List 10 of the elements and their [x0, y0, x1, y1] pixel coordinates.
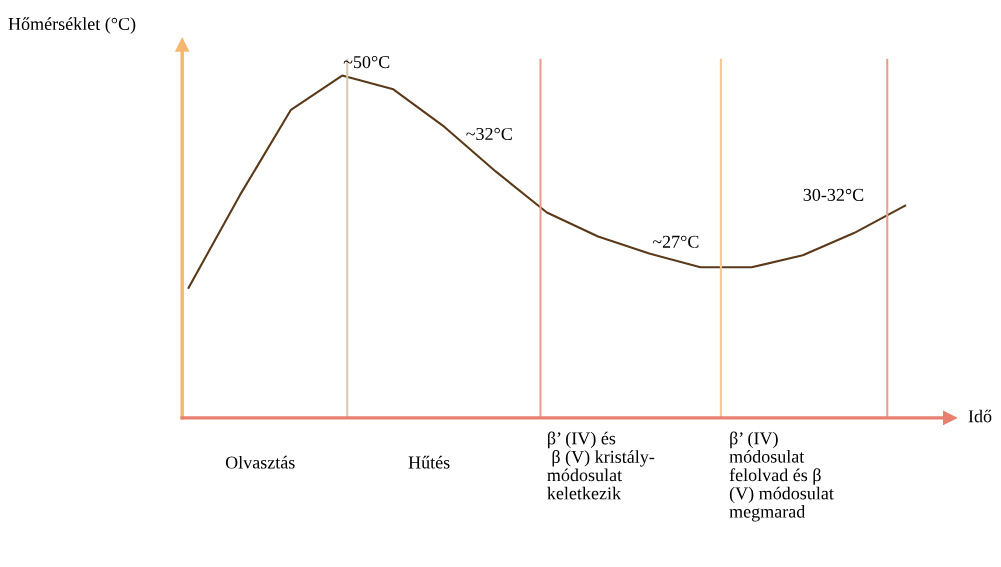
text: β’ (IV) és β (V) kristály- módosulat keletkezik [547, 431, 655, 500]
annotation: ~27°C [652, 235, 699, 248]
text: ~50°C [343, 55, 390, 69]
text: Hűtés [408, 455, 450, 469]
y-axis-title: Hőmérséklet (°C) [8, 17, 136, 34]
text: Olvasztás [225, 455, 295, 469]
text: β’ (IV) módosulat felolvad és β (V) módosulat megmarad [729, 431, 834, 522]
annotation: 30-32°C [803, 188, 864, 201]
x-axis-title: Idő [968, 409, 992, 423]
annotation: ~32°C [466, 127, 512, 141]
